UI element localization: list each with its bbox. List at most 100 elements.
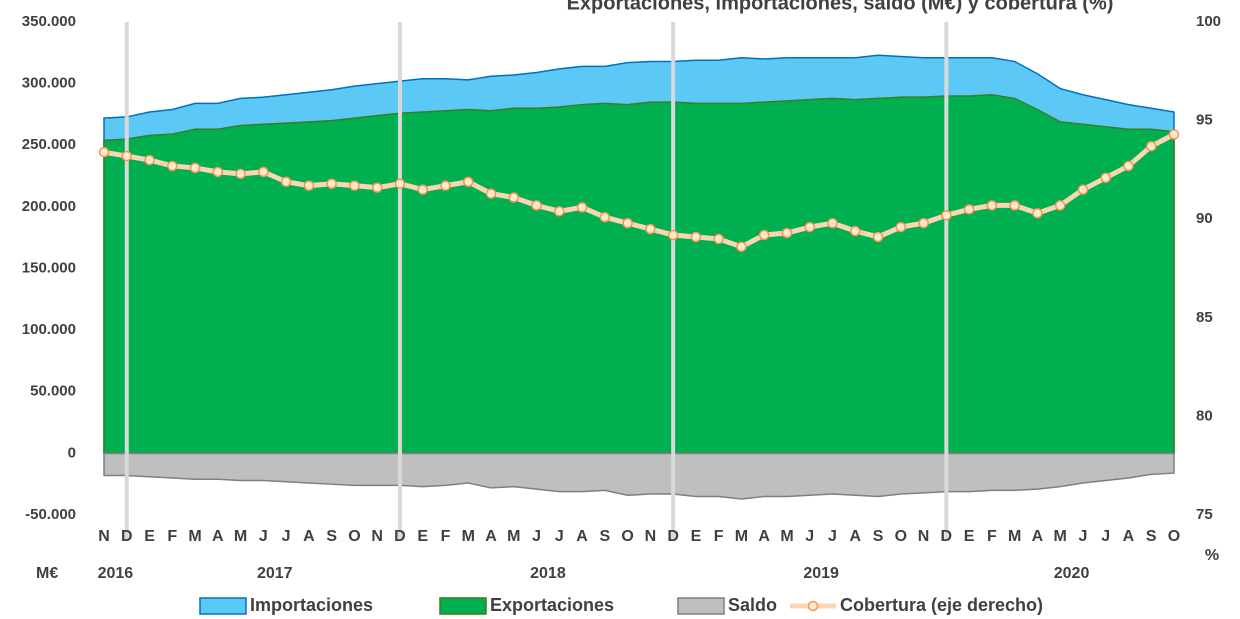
x-tick-label: M [507,528,520,545]
y2-tick-label: 95 [1196,112,1213,129]
marker [417,184,428,195]
y-tick-label: -50.000 [25,506,76,523]
area [103,452,1175,500]
x-tick-label: A [576,528,588,545]
x-tick-label: N [98,528,110,545]
x-tick-label: N [371,528,383,545]
marker [736,241,747,253]
marker [258,166,269,178]
legend-marker [807,600,819,612]
marker [394,178,406,189]
x-tick-label: O [895,528,907,545]
legend-label: Importaciones [250,595,373,615]
x-tick-label: D [121,528,133,545]
year-label: 2019 [803,565,839,582]
x-tick-label: F [714,528,724,545]
marker [189,162,201,174]
marker [280,176,292,187]
marker [872,231,884,243]
y2-tick-label: 80 [1196,407,1213,424]
x-tick-label: O [1168,528,1180,545]
legend-swatch [677,597,725,615]
marker [554,206,565,217]
y-unit: M€ [36,565,58,582]
y-tick-label: 250.000 [22,136,76,153]
y-tick-label: 350.000 [22,13,76,30]
marker [167,160,178,172]
legend-label: Exportaciones [490,595,614,615]
x-tick-label: S [600,528,611,545]
marker [371,182,383,193]
marker [1077,184,1089,195]
y-tick-label: 50.000 [30,383,76,400]
marker [121,150,133,162]
marker [576,202,588,213]
marker [326,178,337,189]
x-tick-label: E [417,528,428,545]
x-tick-label: J [1078,528,1087,545]
x-tick-label: D [941,528,953,545]
year-label: 2017 [257,565,293,582]
marker [895,221,907,233]
x-tick-label: A [1123,528,1135,545]
x-tick-label: A [303,528,315,545]
x-tick-label: F [987,528,997,545]
y2-tick-label: 75 [1196,506,1213,523]
x-tick-label: S [873,528,884,545]
marker [804,221,815,233]
marker [941,210,952,221]
year-label: 2018 [530,565,566,582]
x-tick-label: E [691,528,702,545]
marker [645,223,656,235]
year-label: 2016 [98,565,134,582]
x-tick-label: E [144,528,155,545]
x-tick-label: J [532,528,541,545]
x-tick-label: M [462,528,475,545]
y2-tick-label: 85 [1196,309,1213,326]
year-label: 2020 [1054,565,1090,582]
marker [235,168,246,180]
y-tick-label: 0 [68,444,76,461]
y2-tick-label: 90 [1196,210,1213,227]
marker [690,231,702,243]
x-tick-label: S [326,528,337,545]
x-tick-label: J [282,528,291,545]
area [103,93,1175,455]
x-tick-label: A [849,528,861,545]
x-tick-label: J [1101,528,1110,545]
marker [1009,200,1020,211]
marker [918,217,929,229]
marker [440,180,451,191]
y-tick-label: 300.000 [22,75,76,92]
marker [713,233,724,245]
marker [98,146,110,158]
x-tick-label: J [805,528,814,545]
marker [827,217,838,229]
x-tick-label: M [188,528,201,545]
marker [1123,160,1134,172]
y-tick-label: 200.000 [22,198,76,215]
x-tick-label: E [964,528,975,545]
x-tick-label: A [758,528,770,545]
x-tick-label: J [828,528,837,545]
x-tick-label: A [485,528,497,545]
marker [758,229,770,241]
y2-unit: % [1205,547,1219,564]
x-tick-label: M [1008,528,1021,545]
marker [349,180,360,191]
marker [599,211,611,223]
marker [508,192,520,203]
marker [850,225,861,237]
x-tick-label: J [555,528,564,545]
marker [463,176,474,187]
marker [1054,200,1066,211]
chart-title: Exportaciones, importaciones, saldo (M€)… [567,0,1114,14]
x-tick-label: M [780,528,793,545]
marker [485,188,497,199]
x-tick-label: D [394,528,406,545]
marker [1032,208,1043,219]
marker [986,200,998,211]
legend-label: Saldo [728,595,777,615]
legend-swatch [199,597,247,615]
